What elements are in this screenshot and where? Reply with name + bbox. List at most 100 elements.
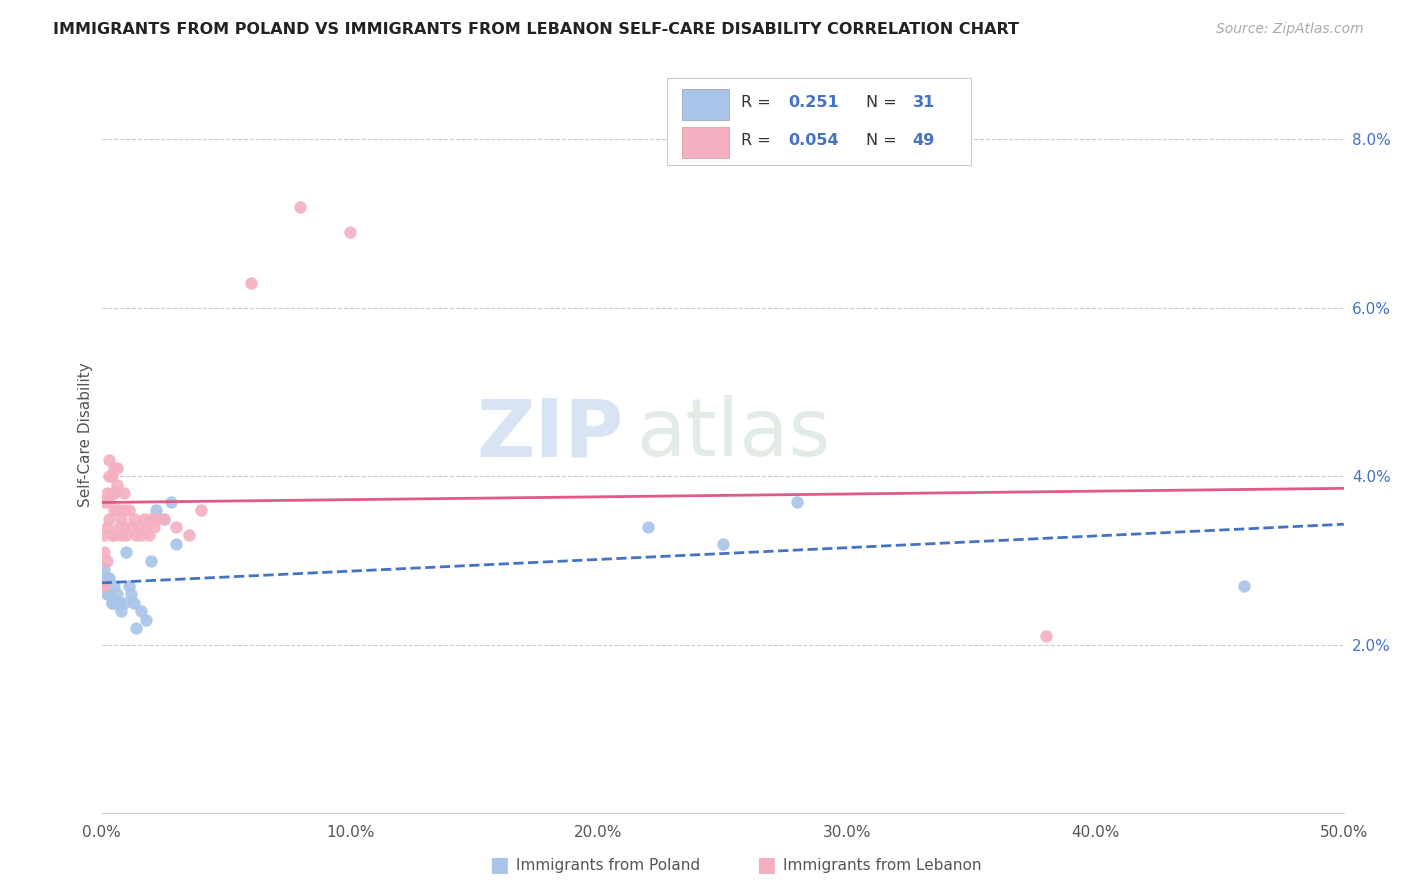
Point bbox=[100, 469, 122, 483]
Y-axis label: Self-Care Disability: Self-Care Disability bbox=[79, 362, 93, 507]
Point bbox=[105, 461, 128, 475]
Point bbox=[100, 486, 122, 500]
Point bbox=[108, 520, 131, 534]
Point bbox=[125, 528, 148, 542]
Text: IMMIGRANTS FROM POLAND VS IMMIGRANTS FROM LEBANON SELF-CARE DISABILITY CORRELATI: IMMIGRANTS FROM POLAND VS IMMIGRANTS FRO… bbox=[53, 22, 1019, 37]
Text: N =: N = bbox=[866, 134, 901, 148]
Point bbox=[122, 596, 145, 610]
Point bbox=[103, 486, 125, 500]
Point bbox=[93, 494, 115, 508]
Point bbox=[103, 596, 125, 610]
Point bbox=[112, 596, 135, 610]
Point bbox=[98, 469, 121, 483]
Point bbox=[96, 570, 118, 584]
Point bbox=[112, 486, 135, 500]
Point bbox=[145, 503, 167, 517]
Point bbox=[165, 520, 187, 534]
Text: N =: N = bbox=[866, 95, 901, 111]
Point bbox=[103, 579, 125, 593]
Point bbox=[190, 503, 212, 517]
Text: ZIP: ZIP bbox=[477, 395, 623, 474]
Point bbox=[105, 596, 128, 610]
Point bbox=[98, 587, 121, 601]
Point bbox=[141, 511, 163, 525]
Point bbox=[103, 528, 125, 542]
Point bbox=[103, 461, 125, 475]
Point bbox=[93, 528, 115, 542]
Point bbox=[98, 511, 121, 525]
FancyBboxPatch shape bbox=[682, 128, 728, 158]
Text: Source: ZipAtlas.com: Source: ZipAtlas.com bbox=[1216, 22, 1364, 37]
Point bbox=[108, 503, 131, 517]
Text: R =: R = bbox=[741, 95, 776, 111]
Point bbox=[160, 494, 183, 508]
Point bbox=[103, 503, 125, 517]
FancyBboxPatch shape bbox=[666, 78, 972, 165]
Point bbox=[131, 528, 153, 542]
Point bbox=[120, 520, 142, 534]
Point bbox=[122, 511, 145, 525]
Point bbox=[152, 511, 174, 525]
Point bbox=[1233, 579, 1256, 593]
Point bbox=[96, 520, 118, 534]
Text: atlas: atlas bbox=[636, 395, 830, 474]
Point bbox=[110, 511, 132, 525]
Point bbox=[339, 225, 361, 239]
Point bbox=[131, 604, 153, 618]
Point bbox=[115, 528, 138, 542]
Point bbox=[177, 528, 200, 542]
Point bbox=[786, 494, 808, 508]
Point bbox=[141, 554, 163, 568]
Point bbox=[100, 528, 122, 542]
Point bbox=[118, 503, 141, 517]
Point bbox=[105, 587, 128, 601]
Point bbox=[110, 604, 132, 618]
Point bbox=[100, 596, 122, 610]
Point bbox=[93, 579, 115, 593]
Point bbox=[135, 613, 157, 627]
Point bbox=[239, 276, 262, 290]
Point bbox=[96, 486, 118, 500]
Point bbox=[110, 528, 132, 542]
FancyBboxPatch shape bbox=[682, 89, 728, 120]
Point bbox=[165, 537, 187, 551]
Text: R =: R = bbox=[741, 134, 776, 148]
Point bbox=[711, 537, 734, 551]
Point bbox=[135, 520, 157, 534]
Text: Immigrants from Lebanon: Immigrants from Lebanon bbox=[783, 858, 981, 872]
Point bbox=[1035, 630, 1057, 644]
Text: 0.251: 0.251 bbox=[789, 95, 839, 111]
Text: 49: 49 bbox=[912, 134, 935, 148]
Point bbox=[108, 596, 131, 610]
Text: ■: ■ bbox=[756, 855, 776, 875]
Point bbox=[93, 545, 115, 559]
Point bbox=[112, 503, 135, 517]
Point bbox=[145, 511, 167, 525]
Point bbox=[132, 511, 155, 525]
Point bbox=[93, 562, 115, 576]
Point bbox=[96, 587, 118, 601]
Point bbox=[100, 596, 122, 610]
Point bbox=[96, 554, 118, 568]
Text: 0.054: 0.054 bbox=[789, 134, 839, 148]
Text: Immigrants from Poland: Immigrants from Poland bbox=[516, 858, 700, 872]
Point bbox=[93, 579, 115, 593]
Point bbox=[98, 494, 121, 508]
Point bbox=[112, 520, 135, 534]
Point bbox=[105, 503, 128, 517]
Point bbox=[637, 520, 659, 534]
Text: ■: ■ bbox=[489, 855, 509, 875]
Point bbox=[118, 579, 141, 593]
Point bbox=[105, 478, 128, 492]
Point bbox=[125, 621, 148, 635]
Point bbox=[128, 520, 150, 534]
Point bbox=[120, 587, 142, 601]
Point bbox=[290, 200, 312, 214]
Point bbox=[98, 570, 121, 584]
Point bbox=[98, 452, 121, 467]
Point bbox=[115, 545, 138, 559]
Text: 31: 31 bbox=[912, 95, 935, 111]
Point bbox=[152, 511, 174, 525]
Point bbox=[138, 528, 160, 542]
Point bbox=[142, 520, 165, 534]
